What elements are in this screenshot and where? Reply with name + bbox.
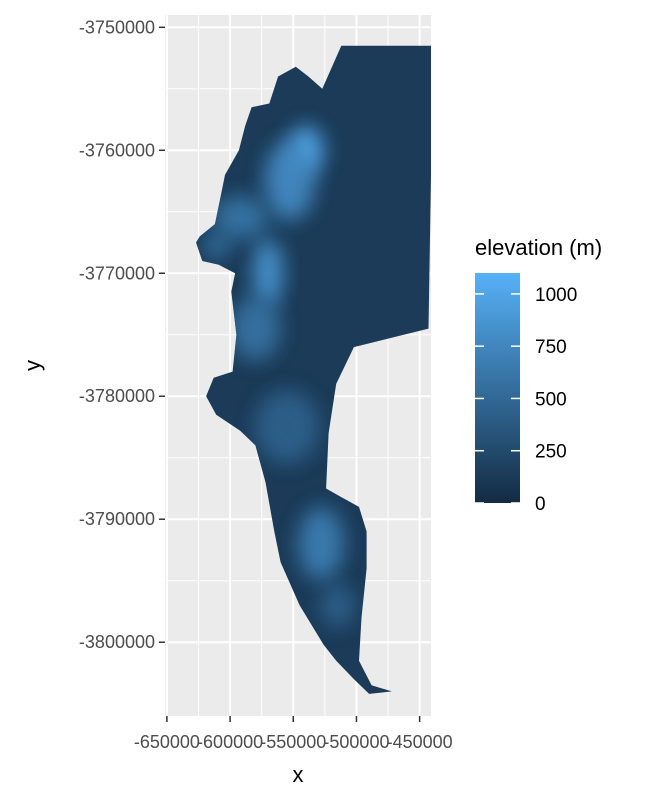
highland-patch (212, 195, 268, 241)
y-tick-label: -3800000 (79, 632, 155, 652)
y-tick-label: -3750000 (79, 17, 155, 37)
legend-tick-label: 0 (535, 494, 546, 515)
legend-tick-label: 500 (535, 389, 567, 410)
highland-patch (202, 233, 231, 259)
x-tick-label: -450000 (387, 732, 453, 752)
highland-patch (230, 296, 281, 361)
grid-major (165, 15, 431, 716)
y-tick-label: -3790000 (79, 509, 155, 529)
highland-patch (298, 506, 344, 581)
legend-tick-label: 1000 (535, 285, 577, 306)
x-tick-label: -500000 (323, 732, 389, 752)
y-tick-label: -3770000 (79, 263, 155, 283)
legend-tick-label: 250 (535, 442, 567, 463)
x-tick-label: -550000 (260, 732, 326, 752)
elevation-highlands (202, 125, 356, 628)
color-legend: elevation (m) 0 250 500 750 1000 (475, 235, 602, 515)
x-tick-label: -600000 (197, 732, 263, 752)
x-tick-label: -650000 (134, 732, 200, 752)
legend-title: elevation (m) (475, 235, 602, 260)
x-axis: -650000-600000-550000-500000-450000 (134, 716, 453, 752)
y-axis-title: y (20, 360, 45, 371)
highland-patch (264, 141, 315, 221)
highland-patch (319, 583, 356, 628)
legend-ticks: 0 250 500 750 1000 (475, 285, 577, 515)
x-axis-title: x (293, 762, 304, 787)
y-axis: -3750000 -3760000 -3770000 -3780000 -3790000… (79, 17, 165, 652)
y-tick-label: -3760000 (79, 140, 155, 160)
legend-tick-label: 750 (535, 337, 567, 358)
y-tick-label: -3780000 (79, 386, 155, 406)
highland-patch (254, 390, 320, 464)
highland-patch (252, 238, 284, 308)
legend-colorbar (475, 273, 520, 503)
